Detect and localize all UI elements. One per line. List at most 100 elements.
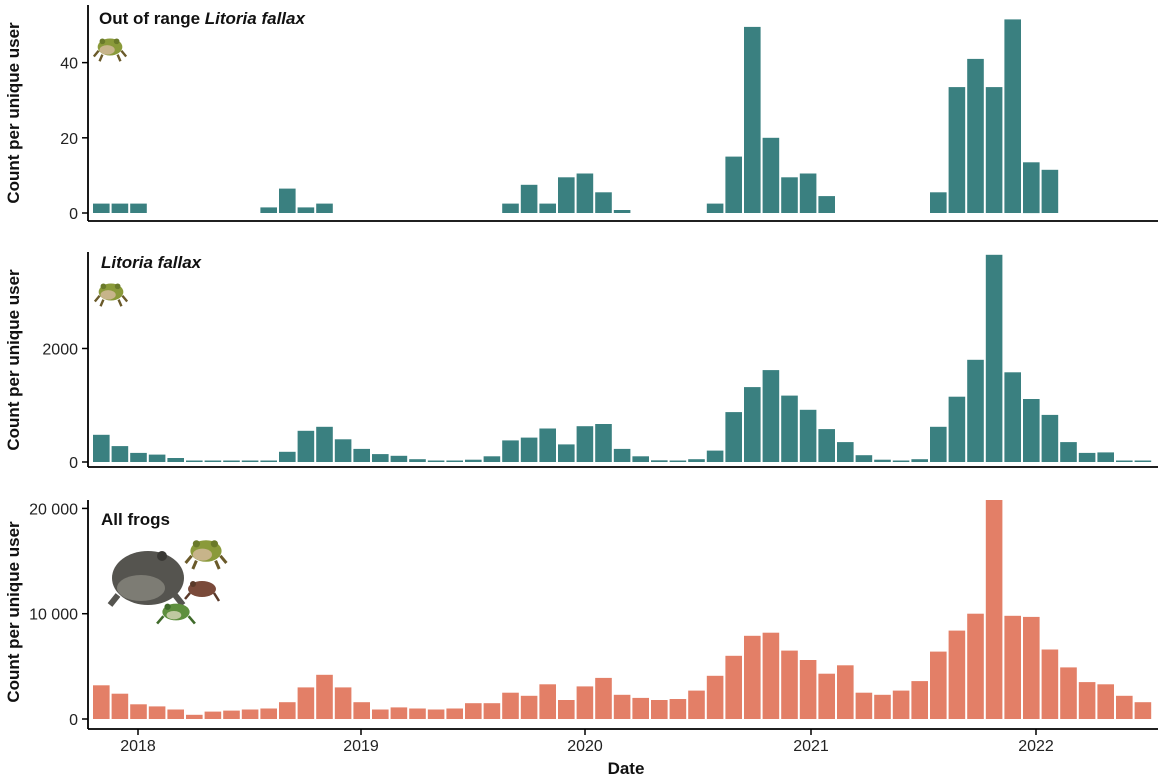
y-tick-label: 0 — [69, 455, 78, 472]
bar — [744, 635, 761, 719]
bar — [1116, 695, 1133, 719]
bar — [465, 703, 482, 719]
bar — [855, 692, 873, 719]
bar — [688, 459, 705, 462]
bar — [111, 203, 129, 213]
bar — [1134, 702, 1152, 719]
bar — [111, 693, 129, 719]
bar — [130, 203, 147, 213]
bar — [1078, 682, 1096, 719]
frog-group-icon — [107, 538, 228, 625]
panel-title-species: Litoria fallax — [205, 9, 307, 28]
bar — [223, 460, 240, 462]
bar — [241, 709, 259, 719]
bar — [1116, 460, 1133, 462]
bar — [911, 459, 928, 462]
bar — [930, 651, 947, 719]
bar — [706, 203, 724, 213]
bar — [93, 434, 110, 462]
bar — [725, 412, 742, 462]
bar — [595, 424, 612, 462]
bar — [1041, 169, 1059, 213]
bar — [558, 444, 575, 462]
bar — [1041, 649, 1059, 719]
y-ticks: 0 20 40 — [60, 56, 88, 223]
bar — [799, 173, 817, 213]
panel-litoria-fallax: 0 2000 Count per unique user Litoria fall… — [4, 252, 1158, 472]
bar — [353, 448, 370, 462]
bar — [799, 660, 817, 719]
bar — [985, 254, 1003, 462]
x-tick-label: 2022 — [1018, 738, 1054, 755]
bar — [930, 426, 947, 462]
bar — [260, 708, 277, 719]
bar — [837, 442, 854, 462]
bar — [1023, 399, 1040, 462]
frog-icon — [92, 37, 128, 63]
bar — [539, 428, 556, 462]
bar — [483, 456, 501, 462]
bar — [297, 430, 315, 462]
bar — [93, 685, 110, 719]
bar — [911, 681, 928, 719]
panel-all-frogs: 0 10 000 20 000 2018 2019 2020 2021 2022 Count… — [4, 500, 1158, 778]
y-tick-label: 0 — [69, 206, 78, 223]
bar — [279, 451, 296, 462]
bar — [985, 500, 1003, 719]
bar — [613, 694, 631, 719]
bar — [1041, 414, 1059, 462]
bar — [334, 687, 352, 719]
y-tick-label: 2000 — [42, 341, 78, 358]
bar — [688, 690, 705, 719]
y-ticks: 0 2000 — [42, 341, 88, 472]
bar — [1023, 616, 1040, 719]
bar — [762, 632, 780, 719]
bar — [260, 460, 277, 462]
bar — [427, 460, 445, 462]
bar — [632, 697, 649, 719]
bar — [781, 650, 798, 719]
bar — [204, 460, 222, 462]
bar — [1060, 442, 1077, 462]
bar — [595, 192, 612, 213]
x-tick-label: 2018 — [120, 738, 156, 755]
bar — [353, 702, 370, 719]
bar — [1134, 460, 1152, 462]
bar — [279, 702, 296, 719]
y-tick-label: 40 — [60, 56, 78, 73]
bars-out-of-range — [93, 19, 1059, 214]
y-axis-label: Count per unique user — [4, 521, 23, 703]
bar — [409, 708, 426, 719]
bar — [372, 709, 389, 719]
y-tick-label: 0 — [69, 712, 78, 729]
y-axis-label: Count per unique user — [4, 22, 23, 204]
bar — [595, 677, 612, 719]
bar — [539, 203, 556, 213]
bar — [985, 87, 1003, 213]
bar — [781, 395, 798, 462]
bar — [502, 203, 519, 213]
bar — [744, 387, 761, 462]
bar — [762, 137, 780, 213]
bar — [334, 439, 352, 462]
panel-out-of-range: 0 20 40 Count per unique user Out of range… — [4, 5, 1158, 223]
bars-litoria-fallax — [93, 254, 1152, 462]
bar — [409, 459, 426, 462]
bar — [520, 184, 538, 213]
bar — [892, 690, 910, 719]
x-tick-label: 2019 — [343, 738, 379, 755]
bar — [558, 177, 575, 213]
bar — [316, 426, 333, 462]
bar — [390, 455, 408, 462]
x-tick-label: 2021 — [793, 738, 829, 755]
bar — [818, 196, 835, 213]
bar — [576, 686, 594, 719]
bar — [204, 711, 222, 719]
bar — [167, 458, 184, 462]
y-tick-label: 10 000 — [29, 607, 78, 624]
bar — [651, 460, 668, 462]
bar — [669, 460, 687, 462]
x-tick-label: 2020 — [567, 738, 603, 755]
bar — [446, 708, 463, 719]
bar — [874, 459, 891, 462]
